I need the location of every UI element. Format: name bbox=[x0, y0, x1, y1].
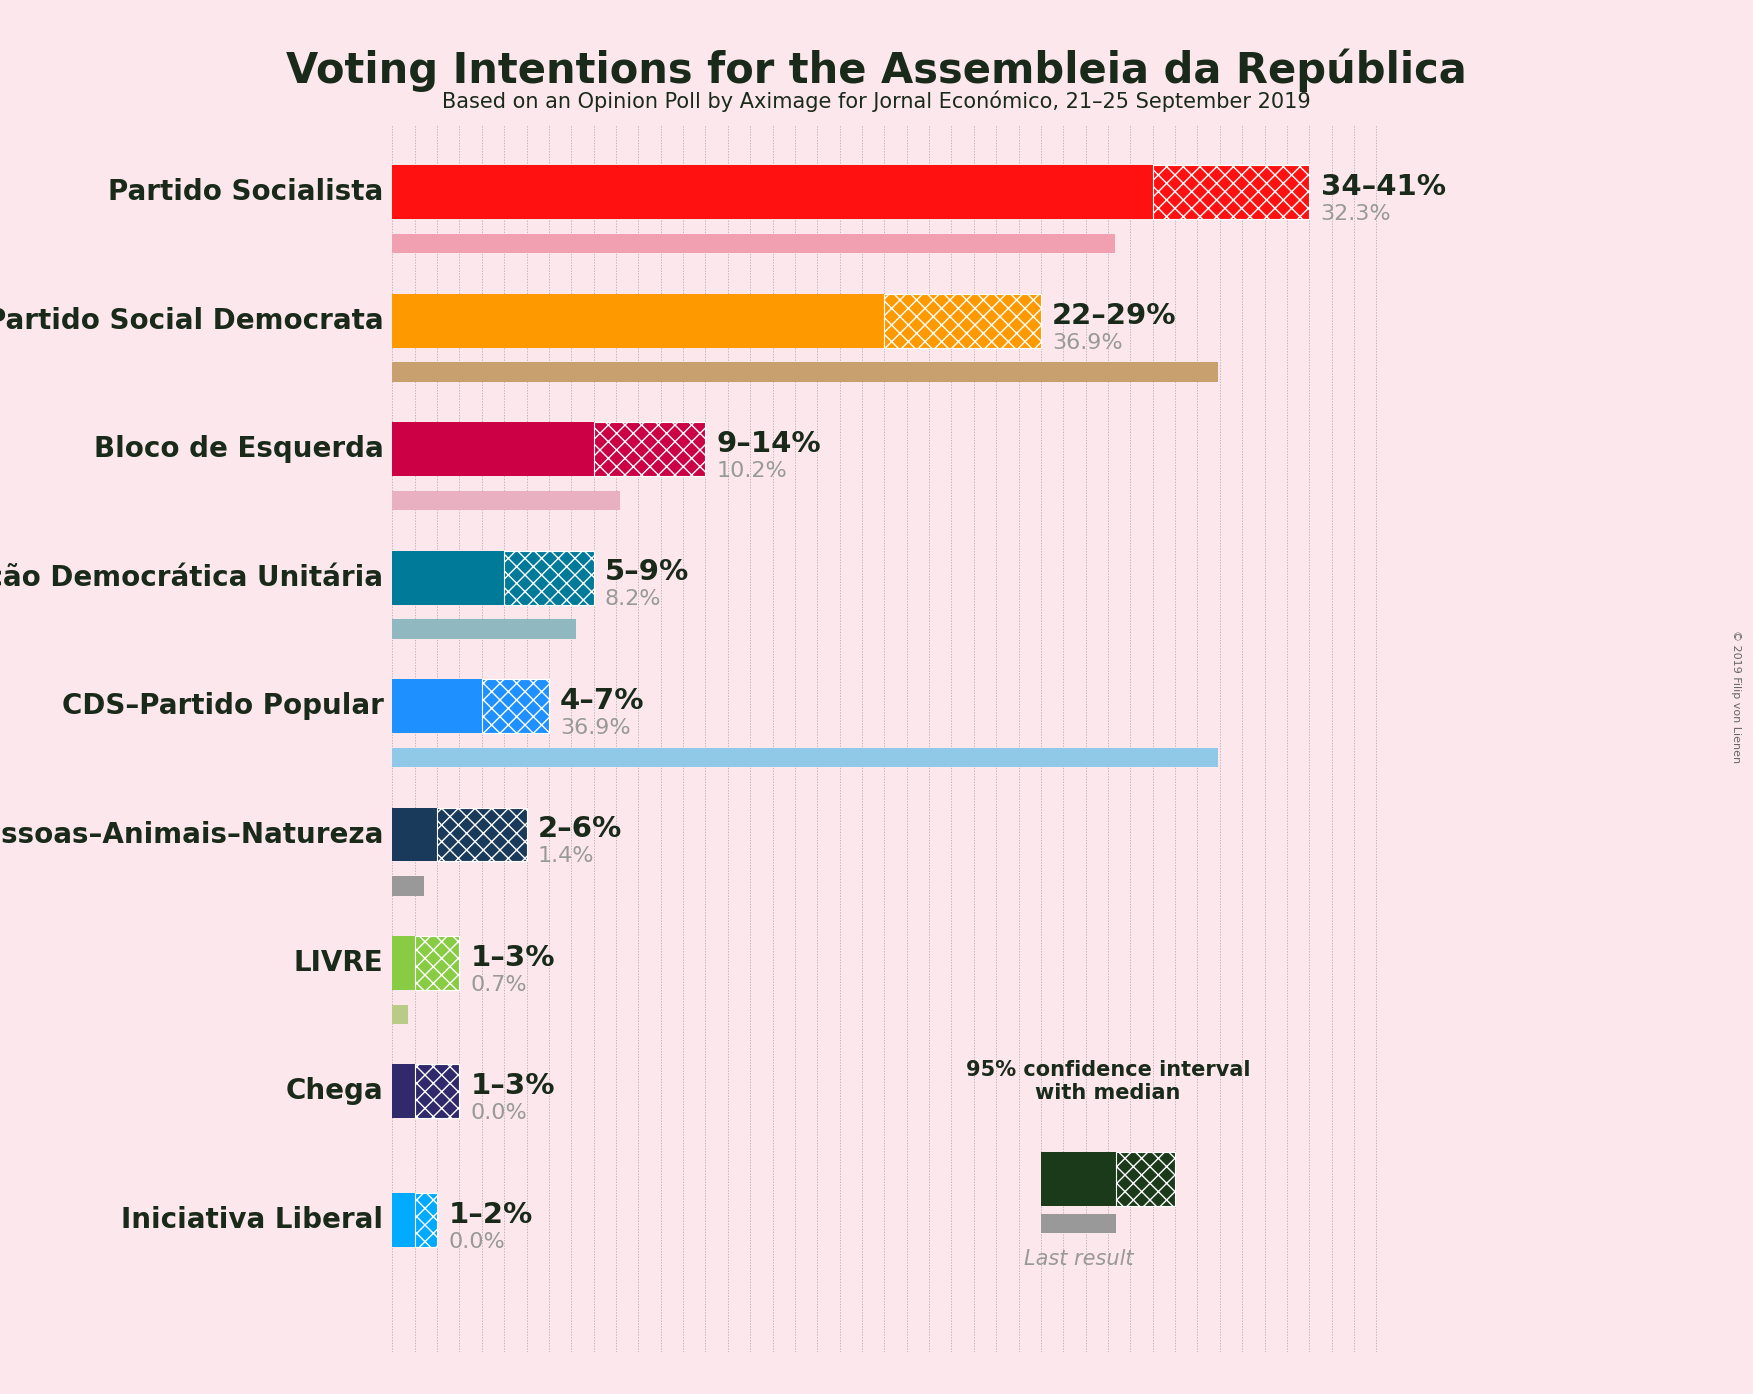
Bar bbox=[393, 807, 436, 861]
Bar bbox=[393, 422, 594, 477]
Bar bbox=[393, 1065, 415, 1118]
Text: 95% confidence interval
with median: 95% confidence interval with median bbox=[966, 1059, 1250, 1103]
Bar bbox=[393, 1005, 408, 1025]
Bar bbox=[393, 1193, 415, 1246]
Text: 1.4%: 1.4% bbox=[538, 846, 594, 866]
Bar bbox=[393, 619, 575, 638]
Text: Partido Socialista: Partido Socialista bbox=[109, 178, 384, 206]
Text: 0.0%: 0.0% bbox=[449, 1232, 505, 1252]
Text: Based on an Opinion Poll by Aximage for Jornal Económico, 21–25 September 2019: Based on an Opinion Poll by Aximage for … bbox=[442, 91, 1311, 112]
Bar bbox=[1153, 166, 1309, 219]
Text: 10.2%: 10.2% bbox=[717, 461, 787, 481]
Bar bbox=[393, 294, 885, 347]
Bar bbox=[415, 1193, 436, 1246]
Bar bbox=[393, 877, 424, 895]
Bar bbox=[505, 551, 594, 605]
Text: © 2019 Filip von Lienen: © 2019 Filip von Lienen bbox=[1730, 630, 1741, 764]
Bar bbox=[393, 679, 482, 733]
Bar bbox=[885, 294, 1041, 347]
Bar bbox=[415, 1065, 459, 1118]
Text: Chega: Chega bbox=[286, 1078, 384, 1105]
Text: Partido Social Democrata: Partido Social Democrata bbox=[0, 307, 384, 335]
Text: 1–3%: 1–3% bbox=[470, 1072, 556, 1100]
Bar bbox=[1041, 1214, 1117, 1234]
Text: Iniciativa Liberal: Iniciativa Liberal bbox=[121, 1206, 384, 1234]
Text: 0.7%: 0.7% bbox=[470, 974, 528, 995]
Text: 22–29%: 22–29% bbox=[1052, 301, 1176, 329]
Text: CDS–Partido Popular: CDS–Partido Popular bbox=[61, 691, 384, 721]
Text: Last result: Last result bbox=[1024, 1249, 1132, 1269]
Text: 34–41%: 34–41% bbox=[1320, 173, 1446, 201]
Bar bbox=[393, 747, 1218, 767]
Bar bbox=[393, 551, 505, 605]
Text: Pessoas–Animais–Natureza: Pessoas–Animais–Natureza bbox=[0, 821, 384, 849]
Text: 4–7%: 4–7% bbox=[561, 687, 645, 715]
Text: 8.2%: 8.2% bbox=[605, 590, 661, 609]
Bar bbox=[1117, 1151, 1175, 1206]
Text: 36.9%: 36.9% bbox=[561, 718, 631, 737]
Text: 32.3%: 32.3% bbox=[1320, 204, 1392, 224]
Text: 0.0%: 0.0% bbox=[470, 1103, 528, 1124]
Bar bbox=[1041, 1151, 1117, 1206]
Bar bbox=[436, 807, 526, 861]
Text: LIVRE: LIVRE bbox=[295, 949, 384, 977]
Text: 1–3%: 1–3% bbox=[470, 944, 556, 972]
Bar bbox=[482, 679, 549, 733]
Bar bbox=[393, 935, 415, 990]
Bar bbox=[393, 362, 1218, 382]
Text: Voting Intentions for the Assembleia da República: Voting Intentions for the Assembleia da … bbox=[286, 49, 1467, 92]
Text: 5–9%: 5–9% bbox=[605, 559, 689, 587]
Bar bbox=[393, 234, 1115, 254]
Bar bbox=[393, 491, 621, 510]
Bar bbox=[594, 422, 705, 477]
Bar bbox=[393, 166, 1153, 219]
Text: 1–2%: 1–2% bbox=[449, 1200, 533, 1228]
Text: 2–6%: 2–6% bbox=[538, 815, 622, 843]
Bar bbox=[415, 935, 459, 990]
Text: 36.9%: 36.9% bbox=[1052, 333, 1122, 353]
Text: Bloco de Esquerda: Bloco de Esquerda bbox=[93, 435, 384, 463]
Text: Coligação Democrática Unitária: Coligação Democrática Unitária bbox=[0, 563, 384, 592]
Text: 9–14%: 9–14% bbox=[717, 429, 822, 459]
